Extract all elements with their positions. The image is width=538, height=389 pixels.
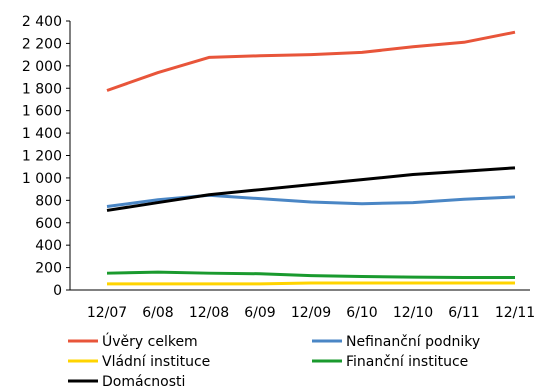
y-tick-label: 200 xyxy=(35,261,62,277)
legend-label: Domácnosti xyxy=(102,374,185,389)
legend-label: Vládní instituce xyxy=(102,354,210,370)
x-tick-label: 12/08 xyxy=(189,305,229,321)
series-line xyxy=(106,30,516,92)
x-axis: 12/07 6/08 12/08 6/09 12/09 6/10 12/10 6/11 12/1… xyxy=(70,289,535,321)
legend-item: Úvěry celkem xyxy=(68,332,198,350)
x-tick-label: 12/10 xyxy=(393,305,433,321)
legend-label: Úvěry celkem xyxy=(102,332,198,350)
x-tick-labels: 12/07 6/08 12/08 6/09 12/09 6/10 12/10 6/11 12/1… xyxy=(87,305,535,321)
y-tick-label: 1 000 xyxy=(22,171,62,187)
y-axis: 0 200 400 600 800 1 000 1 200 1 400 1 600 1 800 2 … xyxy=(22,14,71,299)
series-line xyxy=(107,281,515,286)
y-tick-label: 600 xyxy=(35,216,62,232)
y-tick-label: 1 600 xyxy=(22,104,62,120)
x-tick-label: 12/09 xyxy=(291,305,331,321)
series-line xyxy=(106,270,515,279)
legend-item: Finanční instituce xyxy=(312,354,468,370)
series-line xyxy=(106,166,516,212)
y-tick-label: 0 xyxy=(53,283,62,299)
x-tick-label: 6/11 xyxy=(448,305,479,321)
legend: Úvěry celkem Nefinanční podniky Vládní ins… xyxy=(68,332,480,389)
y-tick-label: 1 400 xyxy=(22,126,62,142)
y-tick-label: 1 800 xyxy=(22,81,62,97)
legend-label: Finanční instituce xyxy=(346,354,468,370)
legend-item: Nefinanční podniky xyxy=(312,334,480,350)
y-tick-labels: 0 200 400 600 800 1 000 1 200 1 400 1 600 1 800 2 … xyxy=(22,14,70,299)
series-line xyxy=(106,193,516,208)
y-tick-label: 400 xyxy=(35,238,62,254)
y-tick-label: 1 200 xyxy=(22,149,62,165)
x-tick-label: 12/11 xyxy=(495,305,535,321)
legend-item: Domácnosti xyxy=(68,374,185,389)
x-tick-label: 6/10 xyxy=(346,305,377,321)
y-tick-label: 2 000 xyxy=(22,59,62,75)
y-tick-label: 800 xyxy=(35,193,62,209)
y-tick-label: 2 400 xyxy=(22,14,62,30)
series-lines xyxy=(106,30,516,286)
x-tick-label: 6/09 xyxy=(244,305,275,321)
x-tick-label: 6/08 xyxy=(142,305,173,321)
x-tick-label: 12/07 xyxy=(87,305,127,321)
y-tick-label: 2 200 xyxy=(22,36,62,52)
legend-item: Vládní instituce xyxy=(68,354,210,370)
legend-label: Nefinanční podniky xyxy=(346,334,480,350)
